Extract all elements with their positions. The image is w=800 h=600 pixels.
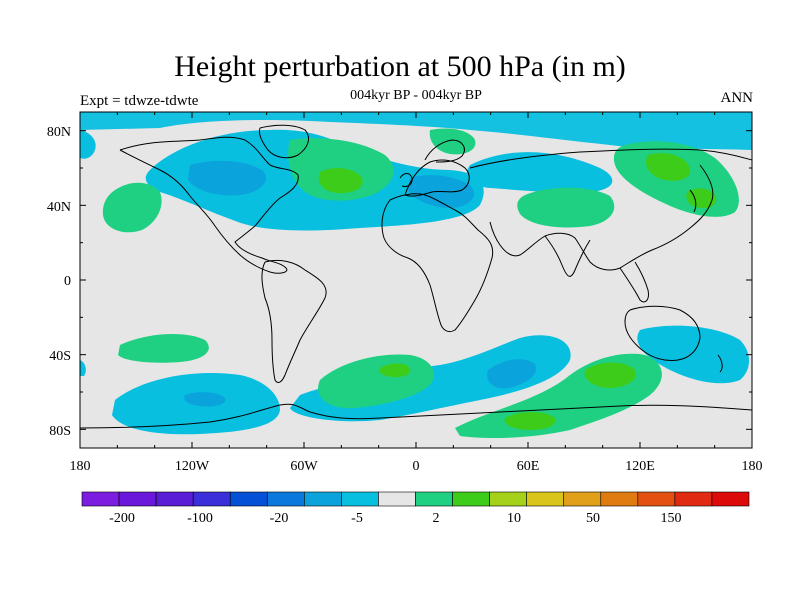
contour-positive-dark-east-asia — [645, 153, 691, 181]
colorbar-label: -20 — [270, 511, 289, 526]
colorbar-box — [192, 491, 231, 507]
contour-positive-south-pacific — [118, 333, 209, 363]
colorbar-box — [341, 491, 379, 507]
x-tick-label: 60E — [517, 459, 540, 474]
colorbar-label: -5 — [351, 511, 363, 526]
x-tick-label: 180 — [742, 459, 763, 474]
colorbar-box — [600, 491, 639, 507]
coastline-southeast-asia — [619, 261, 649, 303]
y-tick-label: 80S — [49, 424, 71, 439]
colorbar-box — [81, 491, 120, 507]
season-label: ANN — [720, 90, 754, 106]
colorbar-box — [489, 491, 527, 507]
contour-positive-dark-southern-indian — [584, 362, 636, 388]
colorbar-label: 10 — [507, 511, 521, 526]
contour-negative-arctic — [80, 112, 752, 150]
colorbar-box — [229, 491, 268, 507]
contour-positive-dark-antarctic — [504, 412, 556, 430]
x-tick-label: 120E — [625, 459, 655, 474]
experiment-label: Expt = tdwze-tdwte — [80, 93, 199, 109]
colorbar-box — [452, 491, 490, 507]
y-axis-labels: 80N 40N 0 40S 80S — [47, 125, 71, 439]
x-tick-label: 180 — [70, 459, 91, 474]
colorbar-label: 50 — [586, 511, 600, 526]
coastlines — [80, 124, 752, 429]
contour-fields — [80, 112, 752, 438]
colorbar-box — [118, 491, 157, 507]
coastline-india — [544, 235, 591, 277]
colorbar-label: 150 — [661, 511, 682, 526]
colorbar-box — [563, 491, 602, 507]
contour-negative-east-edge — [80, 360, 86, 376]
colorbar-box — [415, 491, 453, 507]
contour-negative-southeast-pacific — [637, 325, 749, 384]
colorbar-box — [637, 491, 676, 507]
colorbar-label: -200 — [109, 511, 135, 526]
contour-positive-dark-north-atlantic — [318, 168, 363, 194]
colorbar-box — [711, 491, 750, 507]
coastline-south-america — [261, 259, 327, 383]
x-tick-label: 0 — [413, 459, 420, 474]
contour-negative-dark-greenland — [188, 160, 266, 196]
axis-ticks — [79, 112, 753, 448]
x-axis-labels: 180 120W 60W 0 60E 120E 180 — [70, 459, 763, 474]
coastline-asia — [469, 148, 752, 271]
colorbar-box — [526, 491, 565, 507]
coastline-greenland — [259, 124, 309, 159]
coastline-uk — [399, 173, 413, 187]
contour-positive-dark-north-pacific — [686, 188, 717, 209]
colorbar-box — [155, 491, 194, 507]
contour-negative-dark-south-pacific — [184, 392, 226, 407]
y-tick-label: 40S — [49, 349, 71, 364]
coastline-australia — [624, 305, 701, 361]
contour-negative-west-edge — [80, 130, 96, 159]
contour-negative-north-pacific — [466, 152, 613, 193]
y-tick-label: 0 — [64, 274, 71, 289]
coastline-scandinavia — [424, 139, 465, 163]
colorbar-box — [674, 491, 713, 507]
coastline-japan — [689, 189, 697, 213]
y-tick-label: 40N — [47, 200, 71, 215]
coastline-antarctica — [80, 403, 752, 429]
chart-title: Height perturbation at 500 hPa (in m) — [174, 50, 626, 83]
contour-positive-northeast-pacific — [102, 182, 162, 233]
colorbar-label: 2 — [433, 511, 440, 526]
colorbar — [81, 491, 750, 507]
chart-subtitle: 004kyr BP - 004kyr BP — [350, 88, 482, 103]
y-tick-label: 80N — [47, 125, 71, 140]
colorbar-labels: -200 -100 -20 -5 2 10 50 150 — [109, 511, 681, 526]
colorbar-box — [378, 491, 416, 507]
colorbar-box — [304, 491, 342, 507]
contour-positive-dark-south-atlantic — [379, 363, 411, 378]
contour-positive-central-asia — [517, 187, 615, 228]
colorbar-box — [266, 491, 305, 507]
contour-negative-dark-indian-ocean — [487, 359, 536, 389]
coastline-new-zealand — [717, 354, 723, 373]
coastline-north-america — [119, 136, 299, 274]
colorbar-label: -100 — [187, 511, 213, 526]
coastline-europe — [404, 159, 470, 197]
coastline-africa-europe — [381, 193, 494, 333]
x-tick-label: 120W — [175, 459, 210, 474]
x-tick-label: 60W — [290, 459, 318, 474]
